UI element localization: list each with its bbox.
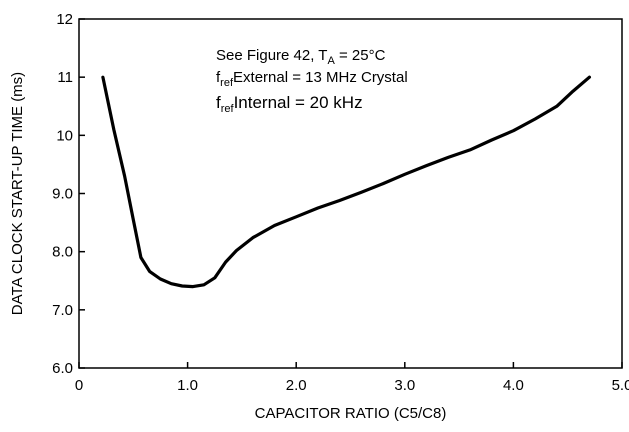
- y-axis-title: DATA CLOCK START-UP TIME (ms): [9, 72, 26, 315]
- annotation-line-3: frefInternal = 20 kHz: [216, 93, 363, 115]
- series-line: [101, 75, 592, 289]
- x-axis-title: CAPACITOR RATIO (C5/C8): [255, 405, 447, 422]
- x-tick-label: 2.0: [286, 377, 307, 394]
- annotation-line-1: See Figure 42, TA = 25°C: [216, 47, 386, 67]
- y-tick-label: 9.0: [52, 186, 73, 203]
- x-tick-label: 5.0: [612, 377, 629, 394]
- y-tick-label: 10: [56, 127, 73, 144]
- y-tick-label: 7.0: [52, 302, 73, 319]
- chart-annotation: See Figure 42, TA = 25°C frefExternal = …: [216, 47, 408, 115]
- y-tick-label: 6.0: [52, 360, 73, 377]
- y-tick-label: 8.0: [52, 244, 73, 261]
- x-tick-label: 3.0: [394, 377, 415, 394]
- annotation-line-2: frefExternal = 13 MHz Crystal: [216, 69, 408, 89]
- y-tick-label: 12: [56, 11, 73, 28]
- y-tick-label: 11: [57, 69, 73, 86]
- x-tick-label: 1.0: [177, 377, 198, 394]
- x-tick-label: 0: [75, 377, 83, 394]
- x-tick-label: 4.0: [503, 377, 524, 394]
